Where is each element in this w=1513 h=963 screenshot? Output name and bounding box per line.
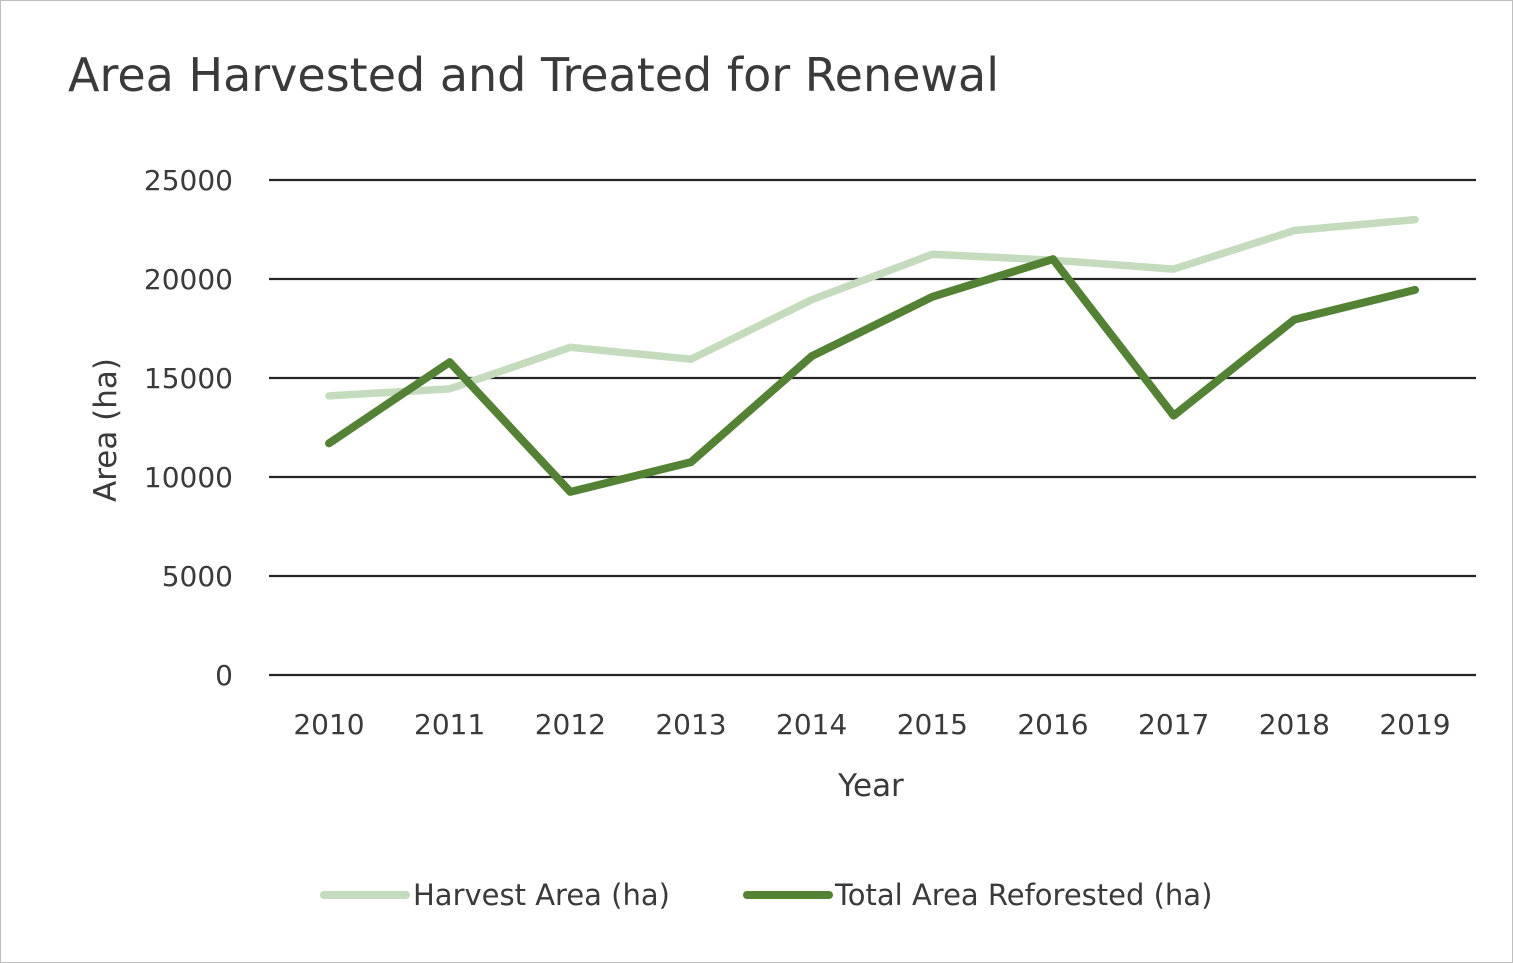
x-tick-label: 2012 <box>535 708 606 741</box>
x-tick-label: 2013 <box>655 708 726 741</box>
y-tick-label: 5000 <box>162 560 233 593</box>
x-tick-label: 2018 <box>1259 708 1330 741</box>
y-tick-label: 20000 <box>144 263 233 296</box>
x-tick-label: 2017 <box>1138 708 1209 741</box>
x-tick-label: 2010 <box>293 708 364 741</box>
x-tick-label: 2016 <box>1017 708 1088 741</box>
x-tick-label: 2014 <box>776 708 847 741</box>
x-tick-label: 2011 <box>414 708 485 741</box>
y-tick-label: 10000 <box>144 461 233 494</box>
series-line-harvest <box>325 215 1419 400</box>
y-tick-label: 25000 <box>144 164 233 197</box>
series-line-reforested <box>325 255 1419 496</box>
y-axis-label: Area (ha) <box>88 358 124 502</box>
legend-label: Total Area Reforested (ha) <box>834 878 1212 912</box>
x-tick-label: 2015 <box>897 708 968 741</box>
chart-title: Area Harvested and Treated for Renewal <box>68 48 999 102</box>
legend-label: Harvest Area (ha) <box>413 878 670 912</box>
y-tick-label: 15000 <box>144 362 233 395</box>
x-axis-label: Year <box>837 768 904 804</box>
y-tick-label: 0 <box>215 659 233 692</box>
x-tick-label: 2019 <box>1379 708 1450 741</box>
